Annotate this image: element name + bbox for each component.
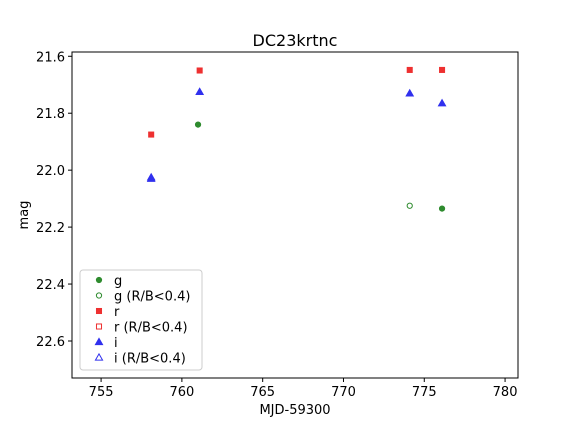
legend-marker <box>95 276 103 284</box>
y-tick-label: 22.0 <box>36 164 65 179</box>
legend-label: r <box>114 305 120 320</box>
y-axis: 21.6 21.8 22.0 22.2 22.4 22.6 <box>36 50 72 350</box>
legend-label: i (R/B<0.4) <box>114 352 186 367</box>
data-point <box>196 67 203 74</box>
x-tick-label: 760 <box>169 385 194 400</box>
x-tick-label: 765 <box>250 385 275 400</box>
x-axis: 755 760 765 770 775 780 <box>89 378 518 400</box>
y-tick-label: 22.4 <box>36 278 65 293</box>
data-point <box>405 88 415 97</box>
plot-frame <box>71 51 519 379</box>
x-tick-label: 780 <box>493 385 518 400</box>
y-tick-label: 21.6 <box>36 50 65 65</box>
data-point <box>406 66 413 73</box>
legend-label: g <box>114 274 122 289</box>
y-tick-label: 21.8 <box>36 107 65 122</box>
x-axis-label: MJD-59300 <box>259 403 330 418</box>
legend: gg (R/B<0.4)rr (R/B<0.4)ii (R/B<0.4) <box>79 269 203 371</box>
y-axis-label: mag <box>17 201 32 230</box>
legend-marker <box>95 323 103 330</box>
y-tick-label: 22.6 <box>36 335 65 350</box>
data-point <box>194 121 202 128</box>
legend-marker <box>95 307 103 315</box>
legend-label: r (R/B<0.4) <box>114 321 188 336</box>
y-tick-label: 22.2 <box>36 221 65 236</box>
data-point <box>146 172 156 181</box>
x-tick-label: 770 <box>331 385 356 400</box>
data-point <box>439 66 446 73</box>
legend-label: i <box>114 336 118 351</box>
data-point <box>406 202 413 209</box>
data-point <box>438 205 446 212</box>
legend-marker <box>94 352 104 361</box>
legend-label: g (R/B<0.4) <box>114 290 190 305</box>
x-tick-label: 775 <box>412 385 437 400</box>
legend-box <box>79 269 203 371</box>
x-tick-label: 755 <box>89 385 114 400</box>
legend-marker <box>95 292 103 299</box>
data-point <box>195 87 205 96</box>
plot-area <box>146 66 447 212</box>
legend-marker <box>94 337 104 346</box>
data-point <box>437 98 447 107</box>
data-point <box>148 131 155 138</box>
chart-title: DC23krtnc <box>253 31 338 50</box>
